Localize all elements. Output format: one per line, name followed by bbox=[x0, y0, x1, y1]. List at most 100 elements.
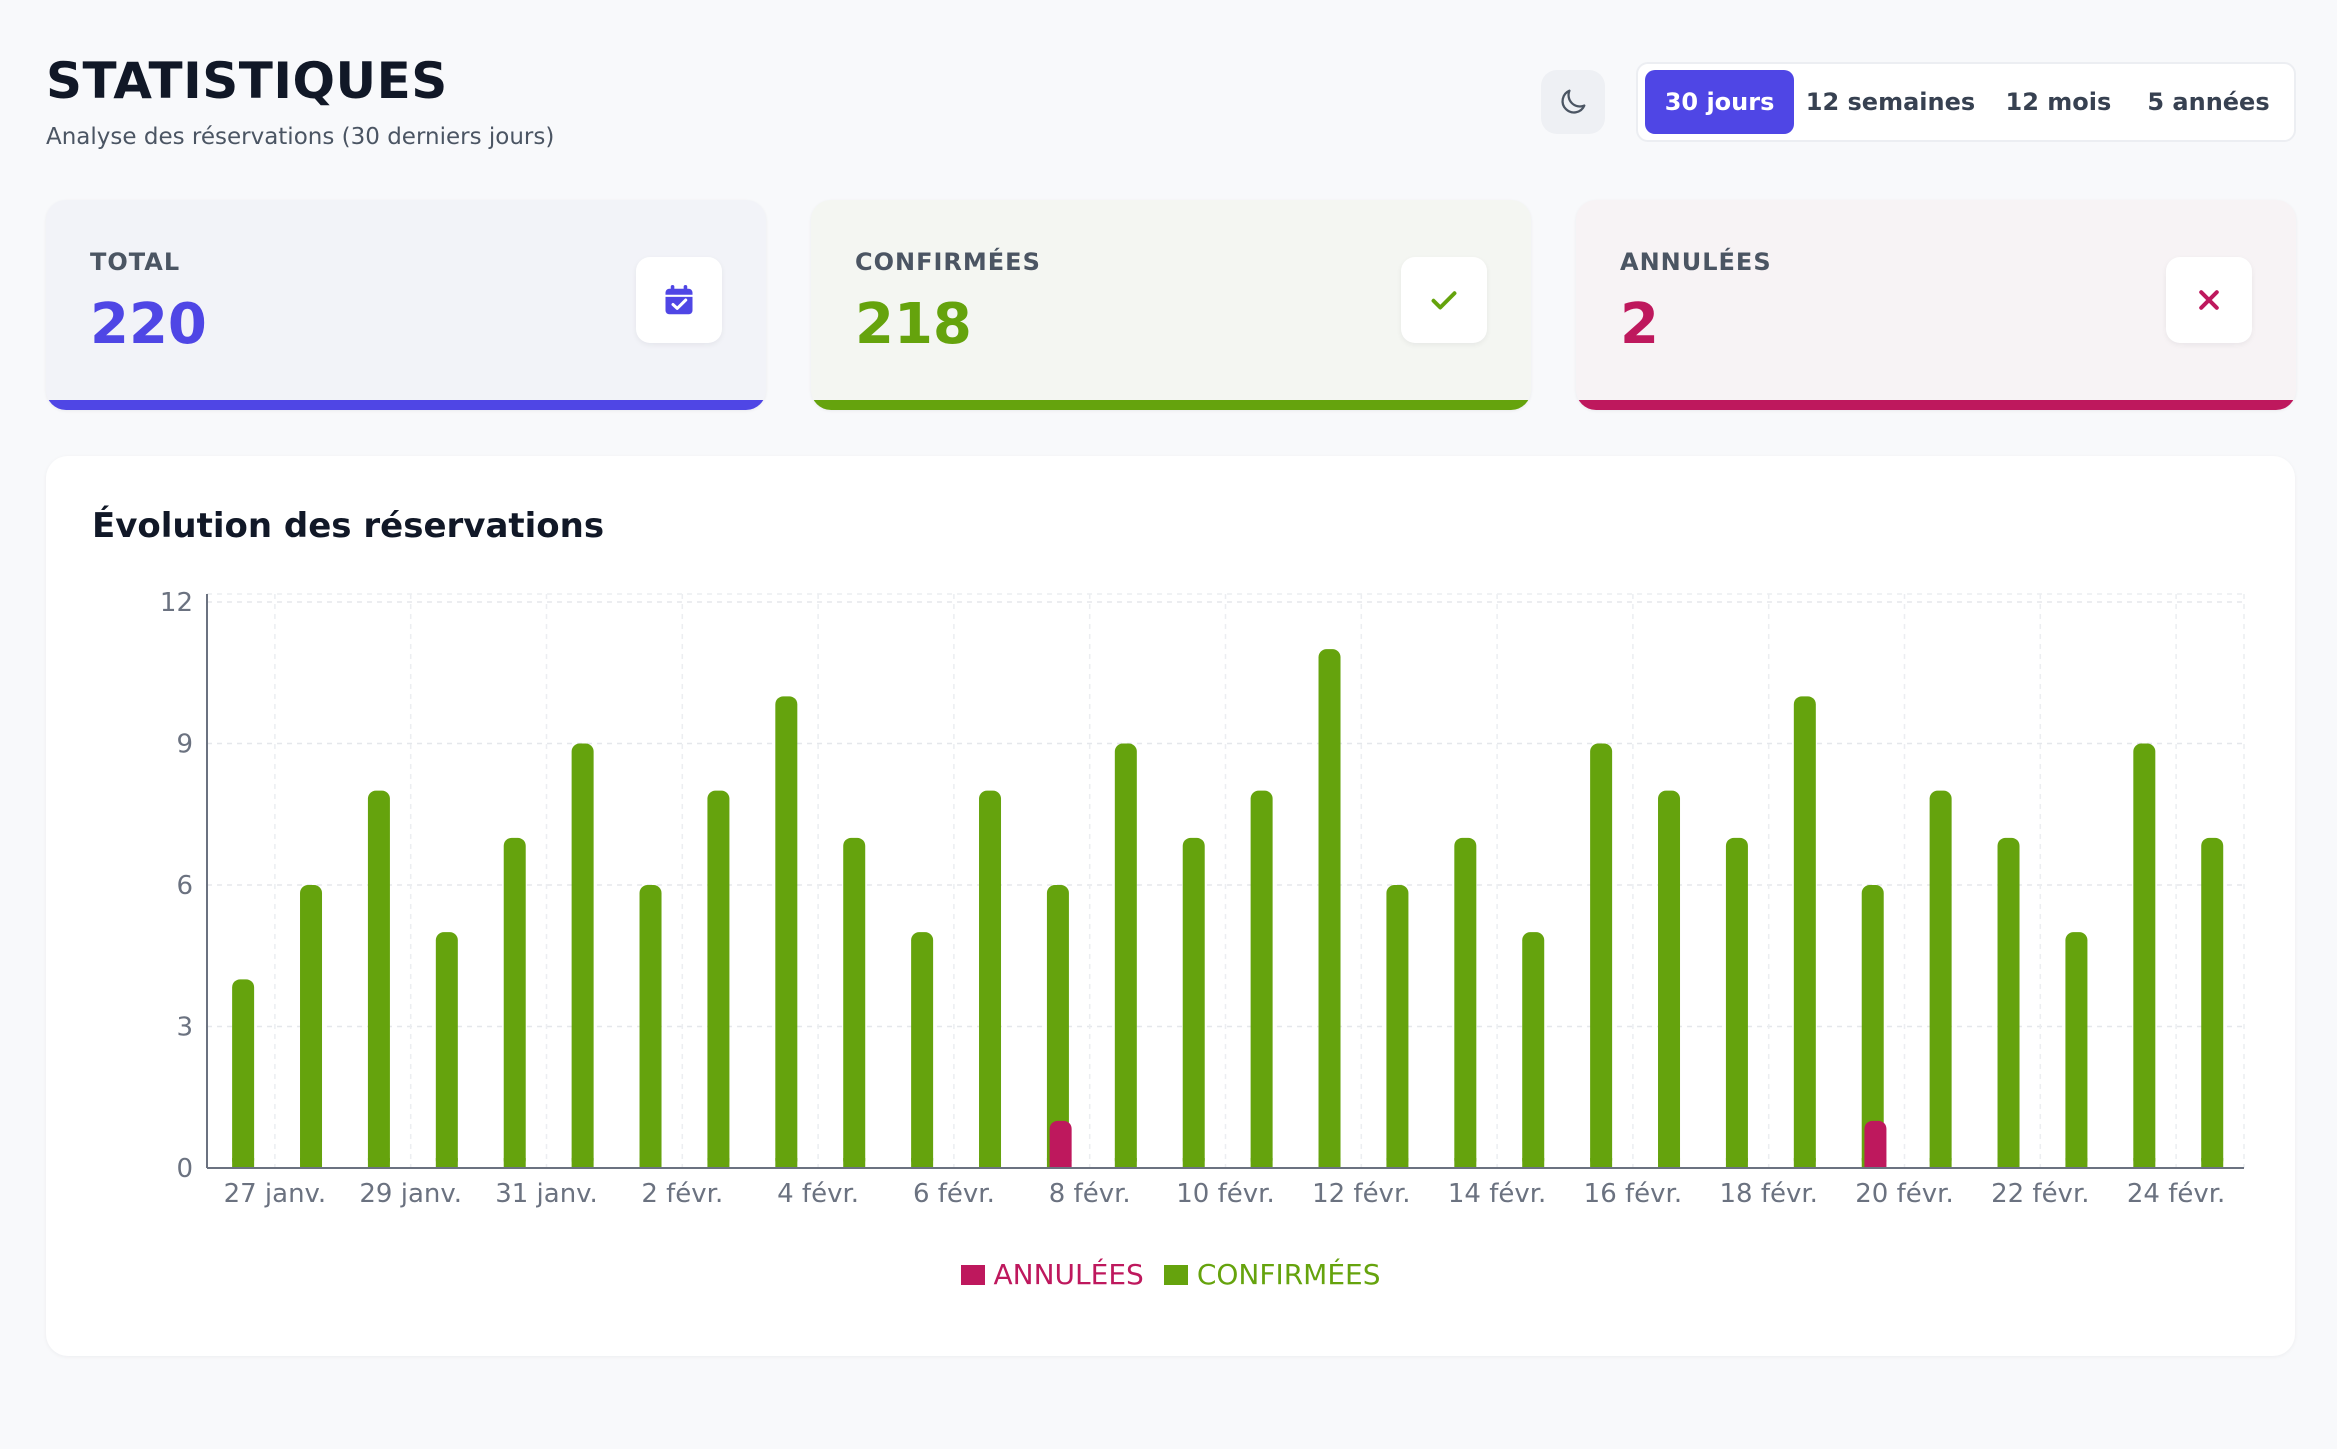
range-5-years-button[interactable]: 5 années bbox=[2147, 88, 2270, 116]
x-tick-label: 12 févr. bbox=[1312, 1179, 1410, 1209]
page-subtitle: Analyse des réservations (30 derniers jo… bbox=[46, 124, 555, 150]
bar-confirmed-base bbox=[1997, 1158, 2020, 1168]
cancelled-value: 2 bbox=[1620, 292, 1659, 357]
bar-confirmed bbox=[775, 696, 798, 1168]
bar-confirmed bbox=[503, 837, 526, 1168]
x-tick-label: 4 févr. bbox=[777, 1179, 859, 1209]
bar-confirmed-base bbox=[911, 1158, 934, 1168]
cancelled-accent-bar bbox=[1576, 400, 2296, 410]
bar-chart: 0 3 6 9 12 27 janv. 29 janv. 31 janv. 2 févr. 4 f… bbox=[160, 588, 2245, 1209]
moon-icon bbox=[1561, 89, 1586, 114]
bar-confirmed-base bbox=[1929, 1158, 1952, 1168]
x-tick-label: 14 févr. bbox=[1448, 1179, 1546, 1209]
chart-panel: Évolution des réservations 0 3 6 9 12 27 janv… bbox=[46, 456, 2295, 1356]
x-tick-label: 16 févr. bbox=[1584, 1179, 1682, 1209]
bar-confirmed-base bbox=[1386, 1158, 1409, 1168]
bar-confirmed bbox=[1997, 837, 2020, 1168]
bar-confirmed bbox=[367, 790, 390, 1168]
x-tick-label: 18 févr. bbox=[1719, 1179, 1817, 1209]
bar-confirmed-base bbox=[503, 1158, 526, 1168]
bar-confirmed-base bbox=[1454, 1158, 1477, 1168]
bar-confirmed-base bbox=[775, 1158, 798, 1168]
page-header: STATISTIQUES Analyse des réservations (3… bbox=[46, 52, 554, 150]
bar-confirmed-base bbox=[979, 1158, 1002, 1168]
x-tick-label: 10 févr. bbox=[1176, 1179, 1274, 1209]
bar-confirmed-base bbox=[2065, 1158, 2088, 1168]
chart-legend: ANNULÉES CONFIRMÉES bbox=[46, 1258, 2295, 1291]
bar-confirmed bbox=[300, 885, 323, 1168]
bar-confirmed bbox=[1386, 885, 1409, 1168]
bar-confirmed bbox=[1114, 743, 1137, 1168]
range-30-days-button[interactable]: 30 jours bbox=[1645, 70, 1795, 134]
range-12-months-button[interactable]: 12 mois bbox=[2005, 88, 2112, 116]
bar-confirmed-base bbox=[1793, 1158, 1816, 1168]
bar-confirmed-base bbox=[1590, 1158, 1613, 1168]
check-icon bbox=[1431, 291, 1457, 310]
bar-confirmed-base bbox=[1318, 1158, 1341, 1168]
bar-confirmed bbox=[843, 837, 866, 1168]
bar-confirmed bbox=[1929, 790, 1952, 1168]
bar-confirmed-base bbox=[1182, 1158, 1205, 1168]
bar-confirmed-base bbox=[232, 1158, 255, 1168]
confirmed-value: 218 bbox=[855, 292, 972, 357]
bar-confirmed-base bbox=[1250, 1158, 1273, 1168]
cancelled-card: ANNULÉES 2 bbox=[1576, 200, 2296, 410]
y-tick-label: 6 bbox=[176, 871, 193, 901]
bar-confirmed bbox=[911, 932, 934, 1168]
range-12-weeks-button[interactable]: 12 semaines bbox=[1805, 88, 1976, 116]
confirmed-label: CONFIRMÉES bbox=[855, 248, 1041, 276]
cancelled-label: ANNULÉES bbox=[1620, 248, 1772, 276]
legend-label-confirmed: CONFIRMÉES bbox=[1196, 1258, 1381, 1291]
cancelled-icon-box bbox=[2166, 257, 2252, 343]
bar-confirmed-base bbox=[1114, 1158, 1137, 1168]
x-tick-label: 22 févr. bbox=[1991, 1179, 2089, 1209]
y-tick-label: 3 bbox=[176, 1013, 193, 1043]
bar-confirmed-base bbox=[1725, 1158, 1748, 1168]
bar-confirmed bbox=[571, 743, 594, 1168]
bar-cancelled bbox=[1049, 1120, 1072, 1168]
bar-confirmed bbox=[2133, 743, 2156, 1168]
bar-confirmed bbox=[2065, 932, 2088, 1168]
chart-title: Évolution des réservations bbox=[92, 506, 605, 546]
bar-cancelled-base bbox=[1864, 1160, 1887, 1168]
bar-confirmed bbox=[639, 885, 662, 1168]
x-tick-label: 29 janv. bbox=[359, 1179, 462, 1209]
legend-swatch-confirmed bbox=[1163, 1264, 1188, 1285]
bar-confirmed-base bbox=[571, 1158, 594, 1168]
bar-confirmed-base bbox=[639, 1158, 662, 1168]
legend-label-cancelled: ANNULÉES bbox=[993, 1258, 1144, 1291]
total-card: TOTAL 220 bbox=[46, 200, 766, 410]
theme-toggle-button[interactable] bbox=[1541, 70, 1605, 134]
bar-confirmed-base bbox=[435, 1158, 458, 1168]
bar-confirmed-base bbox=[2201, 1158, 2224, 1168]
bar-confirmed bbox=[1658, 790, 1681, 1168]
bar-confirmed bbox=[1046, 885, 1069, 1168]
total-accent-bar bbox=[46, 400, 766, 410]
bar-confirmed-base bbox=[300, 1158, 323, 1168]
bar-confirmed bbox=[1861, 885, 1884, 1168]
bar-confirmed-base bbox=[2133, 1158, 2156, 1168]
close-icon bbox=[2199, 290, 2219, 310]
bar-confirmed bbox=[232, 979, 255, 1168]
bar-confirmed bbox=[1522, 932, 1545, 1168]
bar-confirmed bbox=[1318, 649, 1341, 1168]
legend-item-confirmed[interactable]: CONFIRMÉES bbox=[1163, 1258, 1381, 1291]
bar-confirmed bbox=[707, 790, 730, 1168]
total-icon-box bbox=[636, 257, 722, 343]
x-tick-label: 8 févr. bbox=[1049, 1179, 1131, 1209]
y-tick-label: 0 bbox=[176, 1154, 193, 1184]
y-tick-label: 9 bbox=[176, 730, 193, 760]
x-tick-label: 20 févr. bbox=[1855, 1179, 1953, 1209]
bar-confirmed bbox=[1590, 743, 1613, 1168]
bar-cancelled-base bbox=[1049, 1160, 1072, 1168]
bar-confirmed bbox=[2201, 837, 2224, 1168]
legend-item-cancelled[interactable]: ANNULÉES bbox=[960, 1258, 1144, 1291]
range-selector: 30 jours 12 semaines 12 mois 5 années bbox=[1636, 62, 2296, 142]
bar-confirmed bbox=[979, 790, 1002, 1168]
confirmed-accent-bar bbox=[811, 400, 1531, 410]
bar-confirmed-base bbox=[1522, 1158, 1545, 1168]
x-tick-label: 27 janv. bbox=[224, 1179, 327, 1209]
bar-confirmed-base bbox=[843, 1158, 866, 1168]
bar-confirmed bbox=[435, 932, 458, 1168]
bar-confirmed-base bbox=[1658, 1158, 1681, 1168]
